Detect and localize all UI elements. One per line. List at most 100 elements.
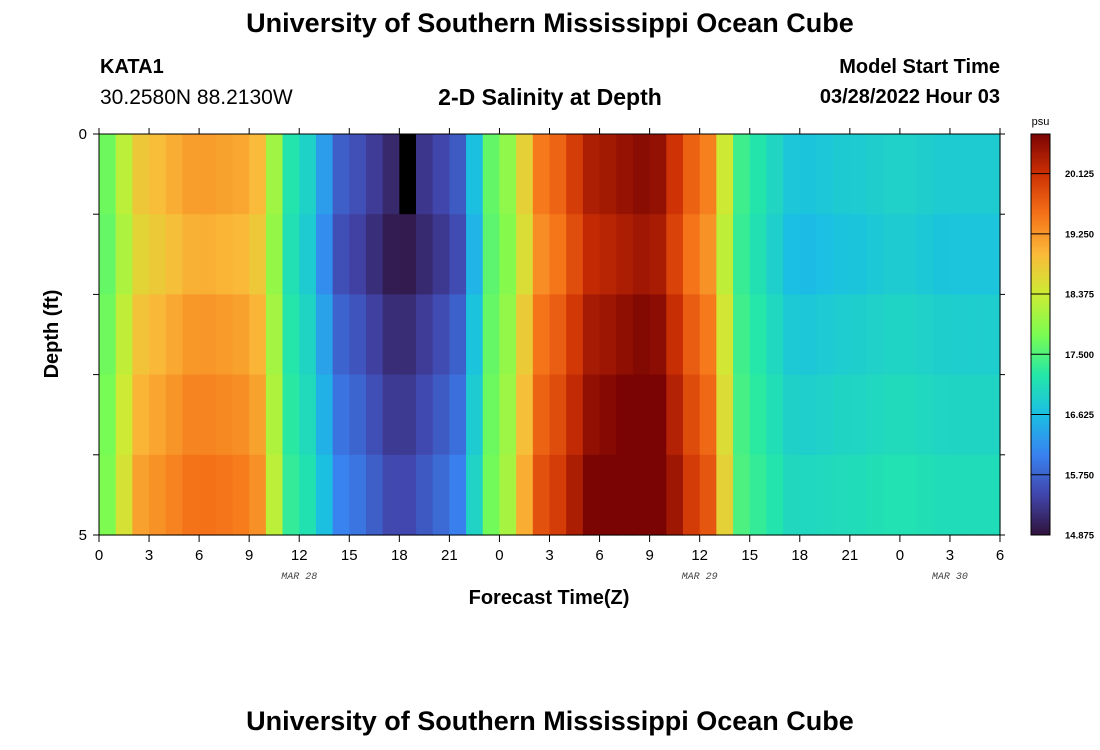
heatmap-cell [649,134,667,215]
heatmap-cell [632,214,651,295]
heatmap-cell [315,294,334,376]
heatmap-cell [666,454,684,536]
heatmap-cell [499,294,517,376]
heatmap-cell [566,374,584,456]
heatmap-cell [299,454,317,536]
heatmap-cell [899,134,918,215]
heatmap-cell [699,454,717,536]
heatmap-cell [532,134,551,215]
model-start-value: 03/28/2022 Hour 03 [819,86,1000,108]
heatmap-cell [682,214,701,295]
colorbar-tick-label: 17.500 [1065,350,1094,361]
heatmap-cell [449,374,467,456]
heatmap-cell [332,454,350,536]
heatmap-cell [282,454,300,536]
heatmap-cell [499,374,517,456]
heatmap-cell [699,214,717,295]
heatmap-cell [232,454,250,536]
station-id: KATA1 [100,56,164,78]
heatmap-cell [682,374,701,456]
heatmap-cell [549,214,567,295]
heatmap-cell [416,214,434,295]
heatmap-cell [282,374,300,456]
x-tick-label: 0 [495,547,503,564]
heatmap-cell [733,214,751,295]
colorbar-tick-label: 16.625 [1065,410,1095,421]
heatmap-cell [549,374,567,456]
heatmap-cell [799,134,818,215]
heatmap-cell [766,454,784,536]
heatmap-cell [249,374,267,456]
heatmap-cell [883,454,901,536]
heatmap-cell [365,454,384,536]
heatmap-cell [499,454,517,536]
heatmap-cell [899,214,918,295]
heatmap-cell [99,134,117,215]
heatmap-cell [783,214,801,295]
heatmap-cell [282,294,300,376]
heatmap-cell [382,454,400,536]
heatmap-cell [232,374,250,456]
heatmap-cell [365,214,384,295]
heatmap-cell [849,294,868,376]
heatmap-cell [632,294,651,376]
heatmap-cell [949,374,968,456]
heatmap-cell [783,454,801,536]
heatmap-cell [249,454,267,536]
heatmap-cell [332,294,350,376]
heatmap-cell [566,454,584,536]
date-label: MAR 30 [932,572,968,583]
footer-title: University of Southern Mississippi Ocean… [246,706,854,736]
heatmap-cell [516,454,534,536]
heatmap-cell [582,294,601,376]
y-tick-label: 5 [79,527,87,544]
heatmap-cell [566,214,584,295]
heatmap-cell [482,294,501,376]
heatmap-cell [916,294,934,376]
heatmap-cell [449,134,467,215]
heatmap-cell [816,374,834,456]
heatmap-cell [849,134,868,215]
heatmap-cell [299,374,317,456]
heatmap-cell [432,294,450,376]
heatmap-cell [532,214,551,295]
heatmap-cell [349,134,367,215]
heatmap-cell [849,214,868,295]
heatmap-cell [365,134,384,215]
heatmap-cell [466,214,484,295]
heatmap-cell [933,214,951,295]
heatmap-cell [549,134,567,215]
heatmap-cell [349,214,367,295]
heatmap-cell [649,374,667,456]
heatmap-cell [849,454,868,536]
heatmap-cell [165,294,184,376]
heatmap-cell [449,214,467,295]
heatmap-cell [399,294,417,376]
heatmap-cell [332,134,350,215]
heatmap-cell [582,454,601,536]
date-label: MAR 29 [682,572,718,583]
heatmap-cell [499,214,517,295]
heatmap-cell [232,134,250,215]
heatmap-cell [199,374,217,456]
heatmap-cell [799,294,818,376]
heatmap-cell [99,374,117,456]
heatmap-cell [966,214,984,295]
x-tick-label: 9 [645,547,653,564]
heatmap-cell [733,294,751,376]
heatmap-cell [215,134,234,215]
y-axis: 05 [79,126,1005,544]
heatmap-cell [599,214,617,295]
heatmap-cell [582,374,601,456]
heatmap-cell [682,134,701,215]
heatmap-cell [165,374,184,456]
heatmap-cell [249,134,267,215]
heatmap-cell [249,214,267,295]
heatmap-cell [532,374,551,456]
heatmap-cell [182,214,200,295]
heatmap-cell [466,374,484,456]
heatmap-cell [165,214,184,295]
heatmap-cell [149,454,167,536]
heatmap-cell [315,374,334,456]
